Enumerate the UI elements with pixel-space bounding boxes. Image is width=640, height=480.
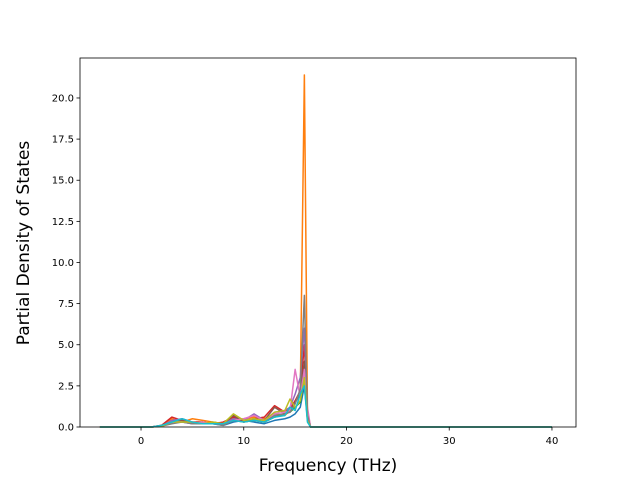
series-line	[99, 74, 552, 428]
series-line	[99, 368, 552, 428]
x-tick-label: 30	[443, 436, 456, 447]
x-tick-label: 10	[237, 436, 250, 447]
y-axis-label: Partial Density of States	[14, 141, 34, 346]
x-tick-label: 20	[340, 436, 353, 447]
series-line	[99, 294, 552, 428]
y-tick-label: 20.0	[52, 93, 74, 104]
x-axis-label: Frequency (THz)	[259, 456, 398, 476]
y-tick-label: 17.5	[52, 135, 74, 146]
y-tick-label: 5.0	[58, 340, 74, 351]
series-line	[99, 385, 552, 428]
y-tick-label: 0.0	[58, 423, 74, 434]
x-tick-label: 40	[546, 436, 559, 447]
x-tick-label: 0	[138, 436, 144, 447]
series-line	[99, 343, 552, 428]
y-tick-label: 10.0	[52, 258, 74, 269]
axes-frame	[79, 57, 577, 428]
series-line	[99, 327, 552, 428]
y-tick-label: 2.5	[58, 381, 74, 392]
y-tick-label: 15.0	[52, 176, 74, 187]
series-line	[99, 360, 552, 428]
y-tick-label: 7.5	[58, 299, 74, 310]
y-tick-label: 12.5	[52, 217, 74, 228]
plot-area	[99, 74, 552, 428]
